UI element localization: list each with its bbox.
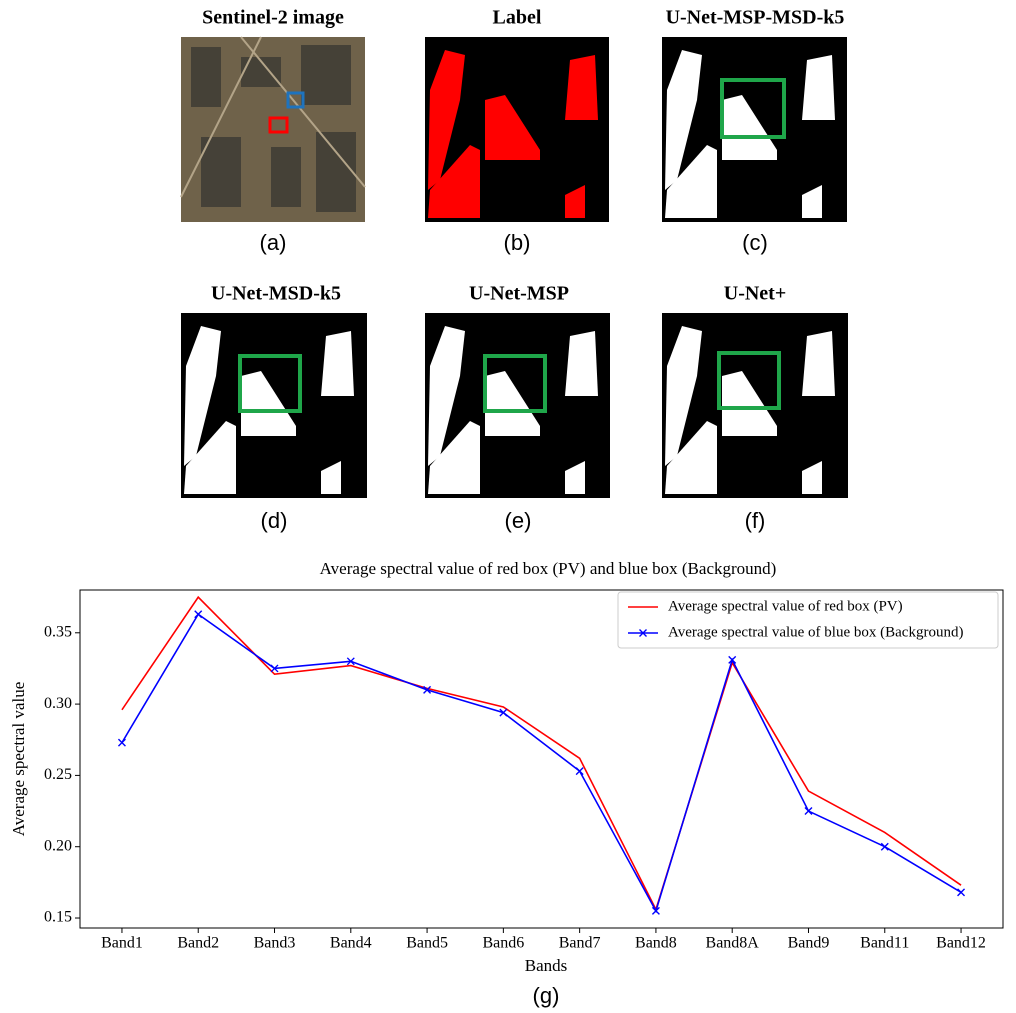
panel-title: Sentinel-2 image [202,7,344,29]
panel-title: U-Net-MSD-k5 [211,283,341,305]
x-tick-label: Band3 [254,935,296,952]
x-tick-label: Band7 [559,935,601,952]
prediction-image [425,313,610,498]
panel-title: U-Net+ [724,283,786,305]
x-tick-label: Band9 [788,935,830,952]
figure: Sentinel-2 image Label U-Net-MSP-MSD-k5 … [0,0,1016,1013]
panel-caption: (d) [261,508,288,533]
y-tick-label: 0.30 [44,695,72,712]
y-tick-label: 0.25 [44,766,72,783]
marker [118,739,125,746]
marker [958,889,965,896]
panel-title: U-Net-MSP-MSD-k5 [666,7,845,29]
panel-caption: (g) [533,983,560,1008]
y-tick-label: 0.35 [44,623,72,640]
panel-caption: (a) [260,230,287,255]
label-image [425,37,609,222]
satellite-image [181,37,365,222]
x-tick-label: Band11 [860,935,909,952]
panel-title: U-Net-MSP [469,283,569,305]
panel-caption: (e) [505,508,532,533]
marker [805,808,812,815]
x-tick-label: Band8A [706,935,760,952]
marker [881,843,888,850]
x-tick-label: Band5 [406,935,448,952]
x-tick-label: Band1 [101,935,143,952]
y-axis-label: Average spectral value [9,682,28,837]
legend-label: Average spectral value of red box (PV) [668,598,903,614]
panel-caption: (f) [745,508,766,533]
x-tick-label: Band8 [635,935,677,952]
panel-caption: (c) [742,230,768,255]
panel-title: Label [493,7,542,29]
prediction-image [181,313,367,498]
legend-label: Average spectral value of blue box (Back… [668,624,963,640]
chart-title: Average spectral value of red box (PV) a… [320,559,777,578]
x-tick-label: Band6 [482,935,524,952]
marker [576,768,583,775]
y-tick-label: 0.15 [44,909,72,926]
x-tick-label: Band2 [177,935,219,952]
line-series [122,614,961,911]
x-tick-label: Band12 [936,935,986,952]
x-tick-label: Band4 [330,935,372,952]
panel-caption: (b) [504,230,531,255]
prediction-image [662,37,847,222]
y-tick-label: 0.20 [44,837,72,854]
marker [195,611,202,618]
x-axis-label: Bands [525,956,568,975]
prediction-image [662,313,848,498]
